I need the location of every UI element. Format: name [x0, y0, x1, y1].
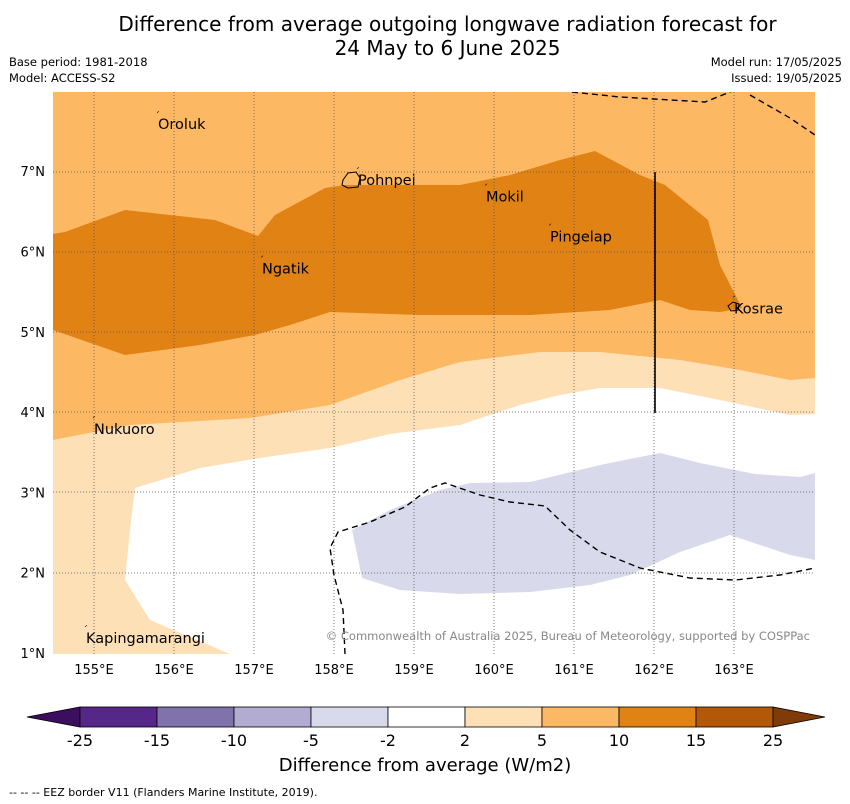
x-tick-label: 160°E — [474, 663, 514, 678]
meta-left: Base period: 1981-2018 Model: ACCESS-S2 — [9, 54, 148, 86]
colorbar-swatch — [695, 706, 774, 728]
pohnpei-island-shape — [341, 171, 361, 189]
eez-borders — [329, 92, 815, 654]
kosrae-island-shape — [727, 301, 740, 312]
colorbar-tick-label: -25 — [66, 731, 94, 750]
colorbar-tick-label: 5 — [536, 731, 548, 750]
model-run: Model run: 17/05/2025 — [710, 55, 842, 69]
x-tick-label: 155°E — [74, 663, 114, 678]
place-marker: ˊ — [83, 624, 88, 636]
map-title: Difference from average outgoing longwav… — [0, 12, 850, 60]
colorbar-swatch — [310, 706, 389, 728]
eez-legend-note: -- -- -- EEZ border V11 (Flanders Marine… — [9, 786, 318, 799]
map-plot-area: © Commonwealth of Australia 2025, Bureau… — [53, 92, 815, 654]
colorbar-swatch — [541, 706, 620, 728]
graticule — [53, 92, 815, 654]
colorbar-tick-label: -15 — [143, 731, 171, 750]
colorbar-tick-label: -5 — [303, 731, 319, 750]
x-tick-label: 157°E — [234, 663, 274, 678]
place-label: Mokil — [486, 189, 524, 205]
place-marker: ˊ — [731, 295, 736, 307]
colorbar-tick-label: 10 — [608, 731, 630, 750]
colorbar — [26, 706, 826, 728]
map-copyright: © Commonwealth of Australia 2025, Bureau… — [326, 629, 810, 643]
colorbar-swatch — [464, 706, 543, 728]
place-label: Nukuoro — [94, 422, 155, 438]
x-tick-label: 162°E — [634, 663, 674, 678]
colorbar-swatch — [233, 706, 312, 728]
x-axis-ticks: 155°E 156°E 157°E 158°E 159°E 160°E 161°E 162°E… — [74, 663, 754, 678]
colorbar-swatch — [156, 706, 235, 728]
place-label: Pohnpei — [358, 173, 416, 189]
colorbar-tick-label: -2 — [380, 731, 396, 750]
place-label: Kapingamarangi — [86, 631, 205, 647]
place-label: Kosrae — [734, 302, 783, 318]
meta-right: Model run: 17/05/2025 Issued: 19/05/2025 — [711, 54, 842, 86]
x-tick-label: 163°E — [714, 663, 754, 678]
place-marker: ˊ — [91, 415, 96, 427]
x-tick-label: 158°E — [314, 663, 354, 678]
base-period: Base period: 1981-2018 — [9, 55, 148, 69]
title-line-1: Difference from average outgoing longwav… — [118, 12, 777, 36]
place-marker: ˊ — [155, 110, 160, 122]
place-marker: ˊ — [259, 255, 264, 267]
place-marker: ˊ — [547, 222, 552, 234]
y-axis-ticks: 1°N 2°N 3°N 4°N 5°N 6°N 7°N — [21, 165, 46, 662]
y-tick-label: 5°N — [21, 326, 46, 341]
colorbar-min-arrow — [26, 706, 81, 728]
colorbar-tick-label: 25 — [762, 731, 784, 750]
place-marker: ˊ — [483, 182, 488, 194]
band-minus5-minus2 — [352, 453, 815, 594]
y-tick-label: 1°N — [21, 647, 46, 662]
colorbar-tick-label: -10 — [220, 731, 248, 750]
place-label: Oroluk — [158, 117, 206, 133]
colorbar-tick-label: 2 — [459, 731, 471, 750]
title-line-2: 24 May to 6 June 2025 — [334, 36, 561, 60]
y-tick-label: 3°N — [21, 486, 46, 501]
colorbar-tick-label: 15 — [685, 731, 707, 750]
x-tick-label: 159°E — [394, 663, 434, 678]
y-tick-label: 2°N — [21, 567, 46, 582]
place-marker: ˊ — [355, 166, 360, 178]
colorbar-max-arrow — [772, 706, 826, 728]
issued-date: Issued: 19/05/2025 — [731, 71, 842, 85]
y-tick-label: 6°N — [21, 246, 46, 261]
colorbar-swatch — [618, 706, 697, 728]
colorbar-swatch — [387, 706, 466, 728]
x-tick-label: 161°E — [554, 663, 594, 678]
colorbar-swatch — [79, 706, 158, 728]
y-tick-label: 7°N — [21, 165, 46, 180]
y-tick-label: 4°N — [21, 406, 46, 421]
model-name: Model: ACCESS-S2 — [9, 71, 116, 85]
x-tick-label: 156°E — [154, 663, 194, 678]
place-label: Ngatik — [262, 262, 310, 278]
band-10-15 — [53, 151, 742, 355]
place-label: Pingelap — [550, 229, 612, 245]
colorbar-title: Difference from average (W/m2) — [278, 755, 572, 776]
